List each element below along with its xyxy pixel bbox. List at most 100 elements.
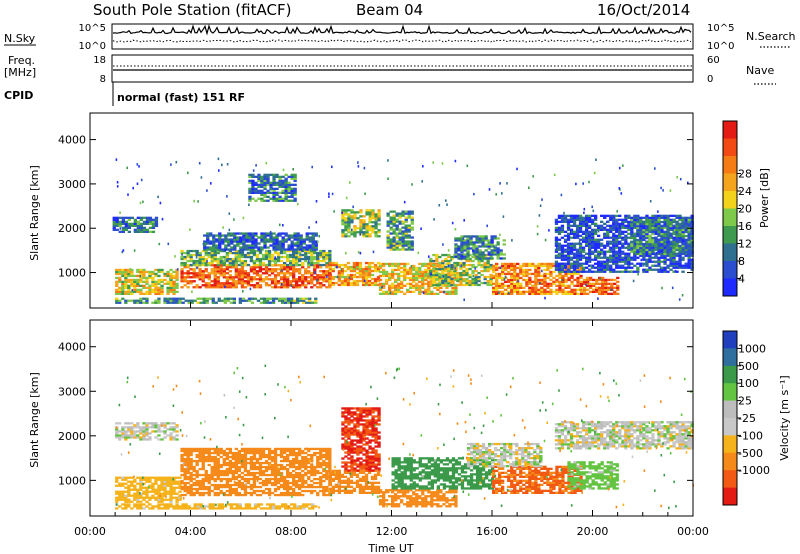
- data-cell: [278, 177, 282, 180]
- data-cell: [421, 282, 425, 285]
- data-cell: [189, 249, 193, 253]
- data-cell: [474, 269, 478, 273]
- data-cell: [187, 299, 191, 302]
- data-cell: [588, 234, 592, 237]
- data-cell: [195, 272, 199, 275]
- data-cell: [513, 278, 517, 282]
- data-cell: [388, 288, 392, 291]
- data-cell: [127, 299, 131, 302]
- data-cell: [624, 214, 628, 217]
- data-cell: [374, 233, 378, 236]
- data-cell: [283, 255, 287, 259]
- data-cell: [687, 266, 691, 269]
- data-cell: [246, 284, 251, 287]
- data-cell: [435, 275, 439, 279]
- data-cell: [175, 482, 179, 485]
- data-cell: [581, 254, 586, 257]
- data-cell: [663, 244, 667, 248]
- data-cell: [124, 220, 128, 223]
- data-cell: [115, 282, 119, 285]
- data-cell: [589, 286, 593, 289]
- data-cell: [576, 276, 580, 280]
- data-speckle: [504, 275, 507, 279]
- data-cell: [341, 219, 345, 222]
- frequency-frame: [111, 54, 694, 83]
- data-cell: [578, 254, 583, 257]
- data-cell: [258, 276, 263, 279]
- data-cell: [210, 261, 214, 265]
- data-cell: [157, 297, 161, 300]
- data-cell: [124, 500, 128, 503]
- data-cell: [257, 173, 261, 176]
- data-cell: [648, 238, 652, 242]
- data-cell: [407, 212, 411, 215]
- data-cell: [600, 244, 604, 247]
- data-cell: [684, 266, 688, 269]
- data-cell: [368, 211, 372, 214]
- data-cell: [243, 261, 248, 265]
- data-cell: [142, 492, 146, 495]
- data-cell: [341, 221, 345, 224]
- data-cell: [378, 284, 383, 287]
- data-cell: [346, 283, 351, 287]
- data-cell: [386, 240, 390, 243]
- data-cell: [367, 273, 372, 277]
- data-cell: [401, 232, 405, 235]
- data-cell: [142, 222, 147, 225]
- data-cell: [648, 226, 652, 229]
- data-cell: [175, 282, 179, 285]
- data-cell: [543, 274, 547, 278]
- data-cell: [645, 258, 649, 261]
- data-cell: [212, 236, 216, 239]
- data-cell: [192, 263, 196, 267]
- data-cell: [376, 267, 381, 271]
- data-cell: [139, 476, 143, 479]
- data-cell: [243, 272, 248, 275]
- data-cell: [169, 284, 173, 287]
- data-cell: [572, 222, 577, 225]
- data-cell: [257, 189, 261, 192]
- data-cell: [409, 270, 413, 274]
- data-cell: [463, 257, 467, 260]
- data-cell: [242, 244, 246, 247]
- data-cell: [142, 270, 146, 274]
- data-cell: [145, 430, 149, 433]
- data-cell: [157, 426, 161, 429]
- data-cell: [245, 234, 249, 237]
- data-cell: [633, 248, 637, 252]
- data-cell: [272, 199, 276, 202]
- data-cell: [639, 218, 643, 222]
- data-speckle: [632, 279, 635, 283]
- data-cell: [669, 222, 673, 226]
- data-cell: [657, 216, 661, 219]
- data-cell: [222, 272, 226, 275]
- data-cell: [459, 275, 463, 279]
- data-cell: [648, 228, 652, 231]
- data-cell: [487, 243, 491, 246]
- data-cell: [178, 301, 182, 304]
- data-cell: [645, 214, 649, 217]
- data-cell: [290, 173, 294, 176]
- data-cell: [563, 270, 568, 273]
- data-speckle: [454, 267, 456, 270]
- data-cell: [296, 246, 300, 249]
- data-cell: [490, 235, 494, 238]
- data-cell: [178, 297, 182, 300]
- data-cell: [675, 236, 679, 239]
- data-cell: [219, 274, 223, 277]
- data-cell: [501, 272, 505, 276]
- data-cell: [189, 268, 193, 271]
- data-cell: [666, 234, 670, 238]
- data-cell: [314, 299, 318, 302]
- data-cell: [566, 250, 571, 253]
- data-cell: [218, 248, 222, 251]
- data-cell: [263, 183, 267, 186]
- data-cell: [463, 253, 467, 256]
- data-cell: [290, 187, 294, 190]
- data-cell: [189, 257, 193, 261]
- data-cell: [654, 222, 658, 225]
- data-cell: [519, 268, 523, 272]
- data-cell: [522, 274, 526, 278]
- data-cell: [569, 256, 574, 259]
- data-speckle: [223, 258, 226, 261]
